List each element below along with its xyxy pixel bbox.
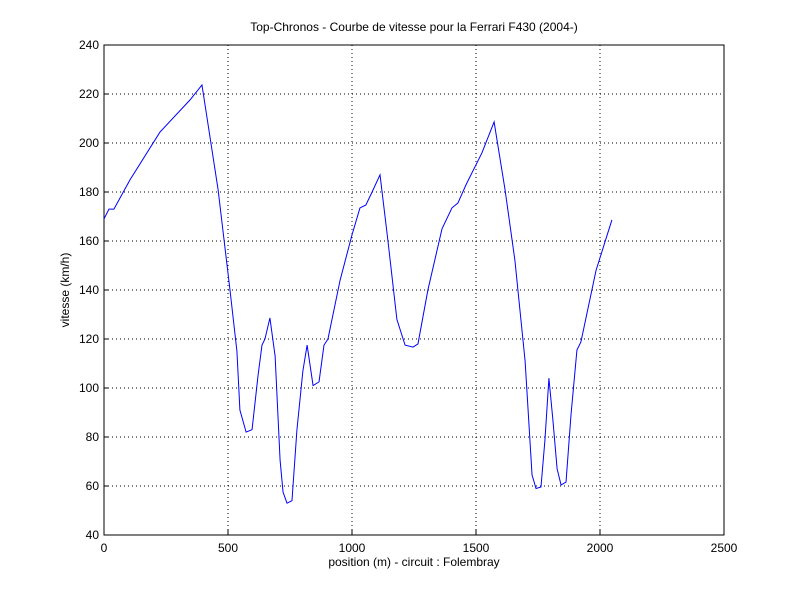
y-tick-label: 240 <box>79 38 99 52</box>
x-tick-label: 2500 <box>711 541 738 555</box>
x-tick-label: 500 <box>218 541 238 555</box>
x-tick-label: 1000 <box>339 541 366 555</box>
y-tick-label: 180 <box>79 185 99 199</box>
y-tick-label: 120 <box>79 332 99 346</box>
y-tick-label: 200 <box>79 136 99 150</box>
y-tick-label: 60 <box>86 479 100 493</box>
axes-box <box>103 44 725 536</box>
x-tick-label: 0 <box>101 541 108 555</box>
y-tick-label: 40 <box>86 528 100 542</box>
y-tick-label: 140 <box>79 283 99 297</box>
y-tick-label: 80 <box>86 430 100 444</box>
y-tick-label: 220 <box>79 87 99 101</box>
y-tick-label: 100 <box>79 381 99 395</box>
y-axis-label: vitesse (km/h) <box>58 253 72 328</box>
y-tick-label: 160 <box>79 234 99 248</box>
x-axis-label: position (m) - circuit : Folembray <box>328 555 499 569</box>
x-tick-label: 1500 <box>463 541 490 555</box>
x-tick-label: 2000 <box>587 541 614 555</box>
chart-title: Top-Chronos - Courbe de vitesse pour la … <box>250 20 577 34</box>
data-line <box>103 83 613 504</box>
